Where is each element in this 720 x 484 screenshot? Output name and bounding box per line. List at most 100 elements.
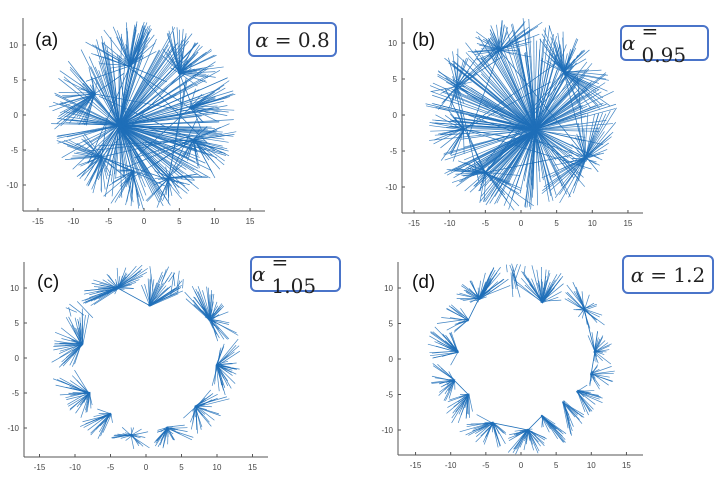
y-tick-label: 5 [15,319,20,328]
network-edge [431,379,455,383]
network-edge [102,413,112,433]
panel-label: (a) [35,30,59,51]
network-edge [118,125,187,170]
x-tick-label: 5 [179,463,184,472]
network-edge [197,286,211,319]
network-edge [120,125,229,143]
network-edge [542,296,559,304]
network-edge [523,129,535,182]
y-tick-label: -10 [381,426,393,435]
network-edge [85,65,130,82]
network-edge [210,320,215,322]
network-edge [90,66,120,127]
network-edge [465,92,535,129]
network-edge [466,130,486,173]
network-edge [130,435,150,449]
network-edge [435,114,465,131]
network-edge [584,303,597,309]
x-tick-label: -10 [68,217,80,226]
network-edge [469,280,480,298]
network-edge [512,429,528,453]
network-edge [534,128,585,142]
network-edge [499,49,514,55]
y-tick-label: -5 [12,389,20,398]
network-edge [194,139,213,173]
network-edge [71,339,83,345]
network-edge [182,279,184,289]
network-edge [450,125,465,130]
network-edge [179,72,202,130]
network-edge [130,434,135,450]
network-edge [461,172,485,177]
network-edge [125,434,133,441]
network-edge [536,102,604,130]
network-edge [577,391,603,404]
network-edge [196,403,206,407]
network-edge [75,327,84,345]
network-edge [118,125,184,174]
network-edge [535,120,607,131]
network-edge [210,311,229,320]
network-edge [448,379,456,399]
x-tick-label: -15 [410,461,422,470]
network-edge [590,366,612,375]
network-edge [475,160,486,173]
network-edge [190,107,228,116]
network-edge [118,55,144,126]
network-edge [129,55,143,67]
network-edge [178,50,212,74]
network-edge [576,389,588,395]
network-edge [167,428,193,441]
network-edge [479,278,492,299]
network-edge [440,380,454,388]
y-tick-label: 5 [14,76,19,85]
network-edge [149,266,154,291]
network-edge [475,31,501,50]
network-edge [456,55,503,87]
network-edge [564,71,588,89]
network-edge [183,406,196,419]
network-edge [95,82,97,95]
network-edge [541,415,564,443]
network-edge [584,147,596,159]
network-edge [119,94,177,126]
network-edge [541,299,562,302]
network-edge [429,125,464,131]
network-edge [193,126,208,140]
network-edge [476,57,536,131]
network-edge [513,273,521,298]
network-edge [534,128,600,130]
network-edge [541,416,543,428]
network-edge [118,125,183,180]
network-edge [563,69,602,73]
network-edge [102,42,119,125]
network-edge [210,301,218,321]
network-edge [536,269,542,302]
network-edge [511,269,514,290]
x-tick-label: 0 [142,217,147,226]
network-edge [534,129,600,132]
network-edge [489,128,537,175]
network-edge [437,340,459,352]
network-edge [456,45,499,87]
network-edge [456,293,479,299]
network-edge [120,36,131,66]
network-edge [534,105,588,130]
network-edge [528,429,547,440]
network-edge [67,391,90,405]
network-edge [117,54,134,172]
network-edge [178,72,208,78]
network-edge [190,108,202,114]
network-edge [118,124,223,154]
network-edge [464,393,470,409]
network-edge [499,33,540,51]
network-edge [461,285,480,298]
network-edge [554,157,586,199]
network-edge [456,57,469,86]
y-tick-label: 10 [10,284,19,293]
network-edge [119,44,169,125]
network-edge [476,43,501,50]
x-tick-label: -5 [107,463,115,472]
network-edge [493,423,507,435]
